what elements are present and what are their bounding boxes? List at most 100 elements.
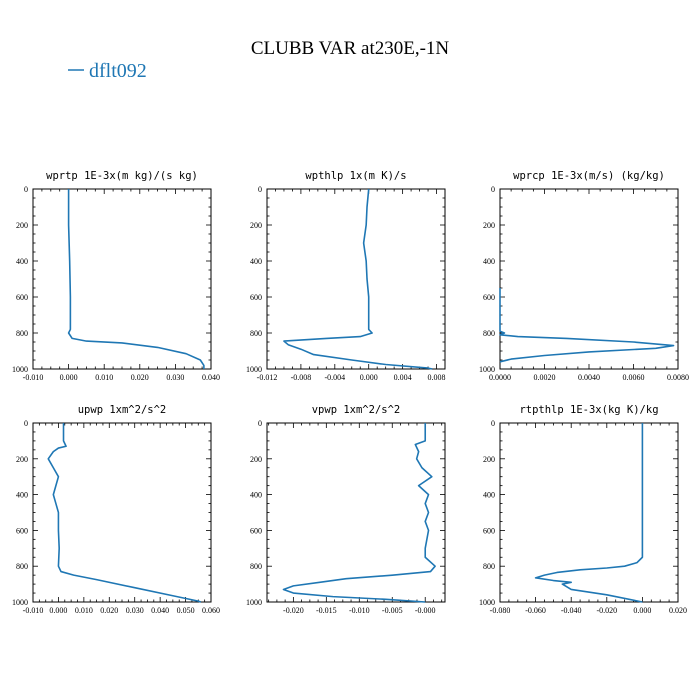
x-tick-label: -0.010 xyxy=(349,606,370,615)
x-tick-label: 0.050 xyxy=(177,606,195,615)
panel-1: wprtp 1E-3x(m kg)/(s kg) 0 200 400 600 800 100… xyxy=(12,170,220,382)
x-tick-label: -0.020 xyxy=(596,606,617,615)
y-tick-label: 1000 xyxy=(12,365,28,374)
y-tick-label: 0 xyxy=(24,185,28,194)
panel-4: upwp 1xm^2/s^2 0 200 400 600 800 1000-0.010 0.0… xyxy=(12,404,220,615)
y-tick-label: 200 xyxy=(16,455,28,464)
y-tick-label: 600 xyxy=(483,526,495,535)
y-tick-label: 800 xyxy=(250,562,262,571)
y-tick-label: 1000 xyxy=(246,598,262,607)
x-tick-label: 0.0060 xyxy=(623,373,645,382)
plot-frame xyxy=(266,188,446,370)
x-tick-label: -0.000 xyxy=(415,606,436,615)
y-tick-label: 1000 xyxy=(479,598,495,607)
panel-title: rtpthlp 1E-3x(kg K)/kg xyxy=(519,404,658,416)
y-tick-label: 400 xyxy=(16,257,28,266)
x-tick-label: 0.004 xyxy=(394,373,412,382)
y-tick-label: 600 xyxy=(16,293,28,302)
x-tick-label: -0.040 xyxy=(561,606,582,615)
x-tick-label: -0.015 xyxy=(316,606,337,615)
y-tick-label: 200 xyxy=(250,455,262,464)
x-tick-label: 0.030 xyxy=(126,606,144,615)
x-tick-label: 0.008 xyxy=(428,373,446,382)
y-tick-label: 0 xyxy=(491,419,495,428)
panel-5: vpwp 1xm^2/s^2 0 200 400 600 800 1000 -0.020 -0.… xyxy=(246,404,446,615)
x-tick-label: -0.080 xyxy=(490,606,511,615)
panel-title: wprcp 1E-3x(m/s) (kg/kg) xyxy=(513,170,665,182)
y-tick-label: 200 xyxy=(483,455,495,464)
y-tick-label: 400 xyxy=(483,491,495,500)
y-tick-label: 600 xyxy=(483,293,495,302)
panel-6: rtpthlp 1E-3x(kg K)/kg02004006008001000-… xyxy=(479,404,687,615)
series-line xyxy=(499,288,675,363)
x-tick-label: 0.010 xyxy=(75,606,93,615)
panel-title: wpthlp 1x(m K)/s xyxy=(305,170,406,182)
plot-frame xyxy=(32,422,212,603)
x-tick-label: 0.040 xyxy=(151,606,169,615)
figure-title: CLUBB VAR at230E,-1N xyxy=(251,38,450,59)
y-tick-label: 400 xyxy=(483,257,495,266)
legend-label: dflt092 xyxy=(89,60,147,82)
legend: dflt092 xyxy=(68,60,147,82)
x-tick-label: 0.0000 xyxy=(489,373,511,382)
x-tick-label: 0.000 xyxy=(360,373,378,382)
x-tick-label: 0.010 xyxy=(95,373,113,382)
x-tick-label: 0.060 xyxy=(202,606,220,615)
y-tick-label: 800 xyxy=(483,329,495,338)
y-tick-label: 600 xyxy=(16,526,28,535)
y-tick-label: 200 xyxy=(483,221,495,230)
series-line xyxy=(283,188,433,370)
plot-frame xyxy=(499,422,679,603)
y-tick-label: 1000 xyxy=(479,365,495,374)
y-tick-label: 0 xyxy=(258,419,262,428)
y-tick-label: 400 xyxy=(250,491,262,500)
series-line xyxy=(47,423,202,603)
y-tick-label: 0 xyxy=(258,185,262,194)
series-line xyxy=(282,423,436,603)
x-tick-label: 0.000 xyxy=(60,373,78,382)
x-tick-label: 0.040 xyxy=(202,373,220,382)
x-tick-label: -0.005 xyxy=(382,606,403,615)
x-tick-label: 0.020 xyxy=(669,606,687,615)
panel-title: upwp 1xm^2/s^2 xyxy=(78,404,167,416)
x-tick-label: -0.008 xyxy=(291,373,312,382)
y-tick-label: 800 xyxy=(250,329,262,338)
y-tick-label: 0 xyxy=(24,419,28,428)
x-tick-label: -0.010 xyxy=(23,373,44,382)
y-tick-label: 1000 xyxy=(246,365,262,374)
panel-3: wprcp 1E-3x(m/s) (kg/kg) 0 200 400 600 800 100… xyxy=(479,170,689,382)
y-tick-label: 200 xyxy=(16,221,28,230)
y-tick-label: 800 xyxy=(16,329,28,338)
panel-title: vpwp 1xm^2/s^2 xyxy=(312,404,401,416)
y-tick-label: 200 xyxy=(250,221,262,230)
plot-frame xyxy=(32,188,212,370)
x-tick-label: 0.0080 xyxy=(667,373,689,382)
y-tick-label: 800 xyxy=(483,562,495,571)
x-tick-label: 0.000 xyxy=(633,606,651,615)
x-tick-label: -0.010 xyxy=(23,606,44,615)
x-tick-label: 0.020 xyxy=(100,606,118,615)
plot-frame xyxy=(499,188,679,370)
x-tick-label: -0.012 xyxy=(257,373,278,382)
x-tick-label: 0.000 xyxy=(49,606,67,615)
x-tick-label: -0.004 xyxy=(324,373,345,382)
panel-title: wprtp 1E-3x(m kg)/(s kg) xyxy=(46,170,198,182)
x-tick-label: 0.0040 xyxy=(578,373,600,382)
x-tick-label: -0.020 xyxy=(283,606,304,615)
x-tick-label: 0.0020 xyxy=(534,373,556,382)
y-tick-label: 600 xyxy=(250,526,262,535)
y-tick-label: 1000 xyxy=(12,598,28,607)
y-tick-label: 600 xyxy=(250,293,262,302)
panel-2: wpthlp 1x(m K)/s 0 200 400 600 800 1000-0.012 -… xyxy=(246,170,446,382)
x-tick-label: -0.060 xyxy=(525,606,546,615)
series-line xyxy=(67,189,205,369)
y-tick-label: 400 xyxy=(250,257,262,266)
x-tick-label: 0.030 xyxy=(166,373,184,382)
x-tick-label: 0.020 xyxy=(131,373,149,382)
y-tick-label: 400 xyxy=(16,491,28,500)
y-tick-label: 0 xyxy=(491,185,495,194)
panels: wprtp 1E-3x(m kg)/(s kg) 0 200 400 600 800 100… xyxy=(12,170,689,615)
y-tick-label: 800 xyxy=(16,562,28,571)
series-line xyxy=(534,423,644,603)
